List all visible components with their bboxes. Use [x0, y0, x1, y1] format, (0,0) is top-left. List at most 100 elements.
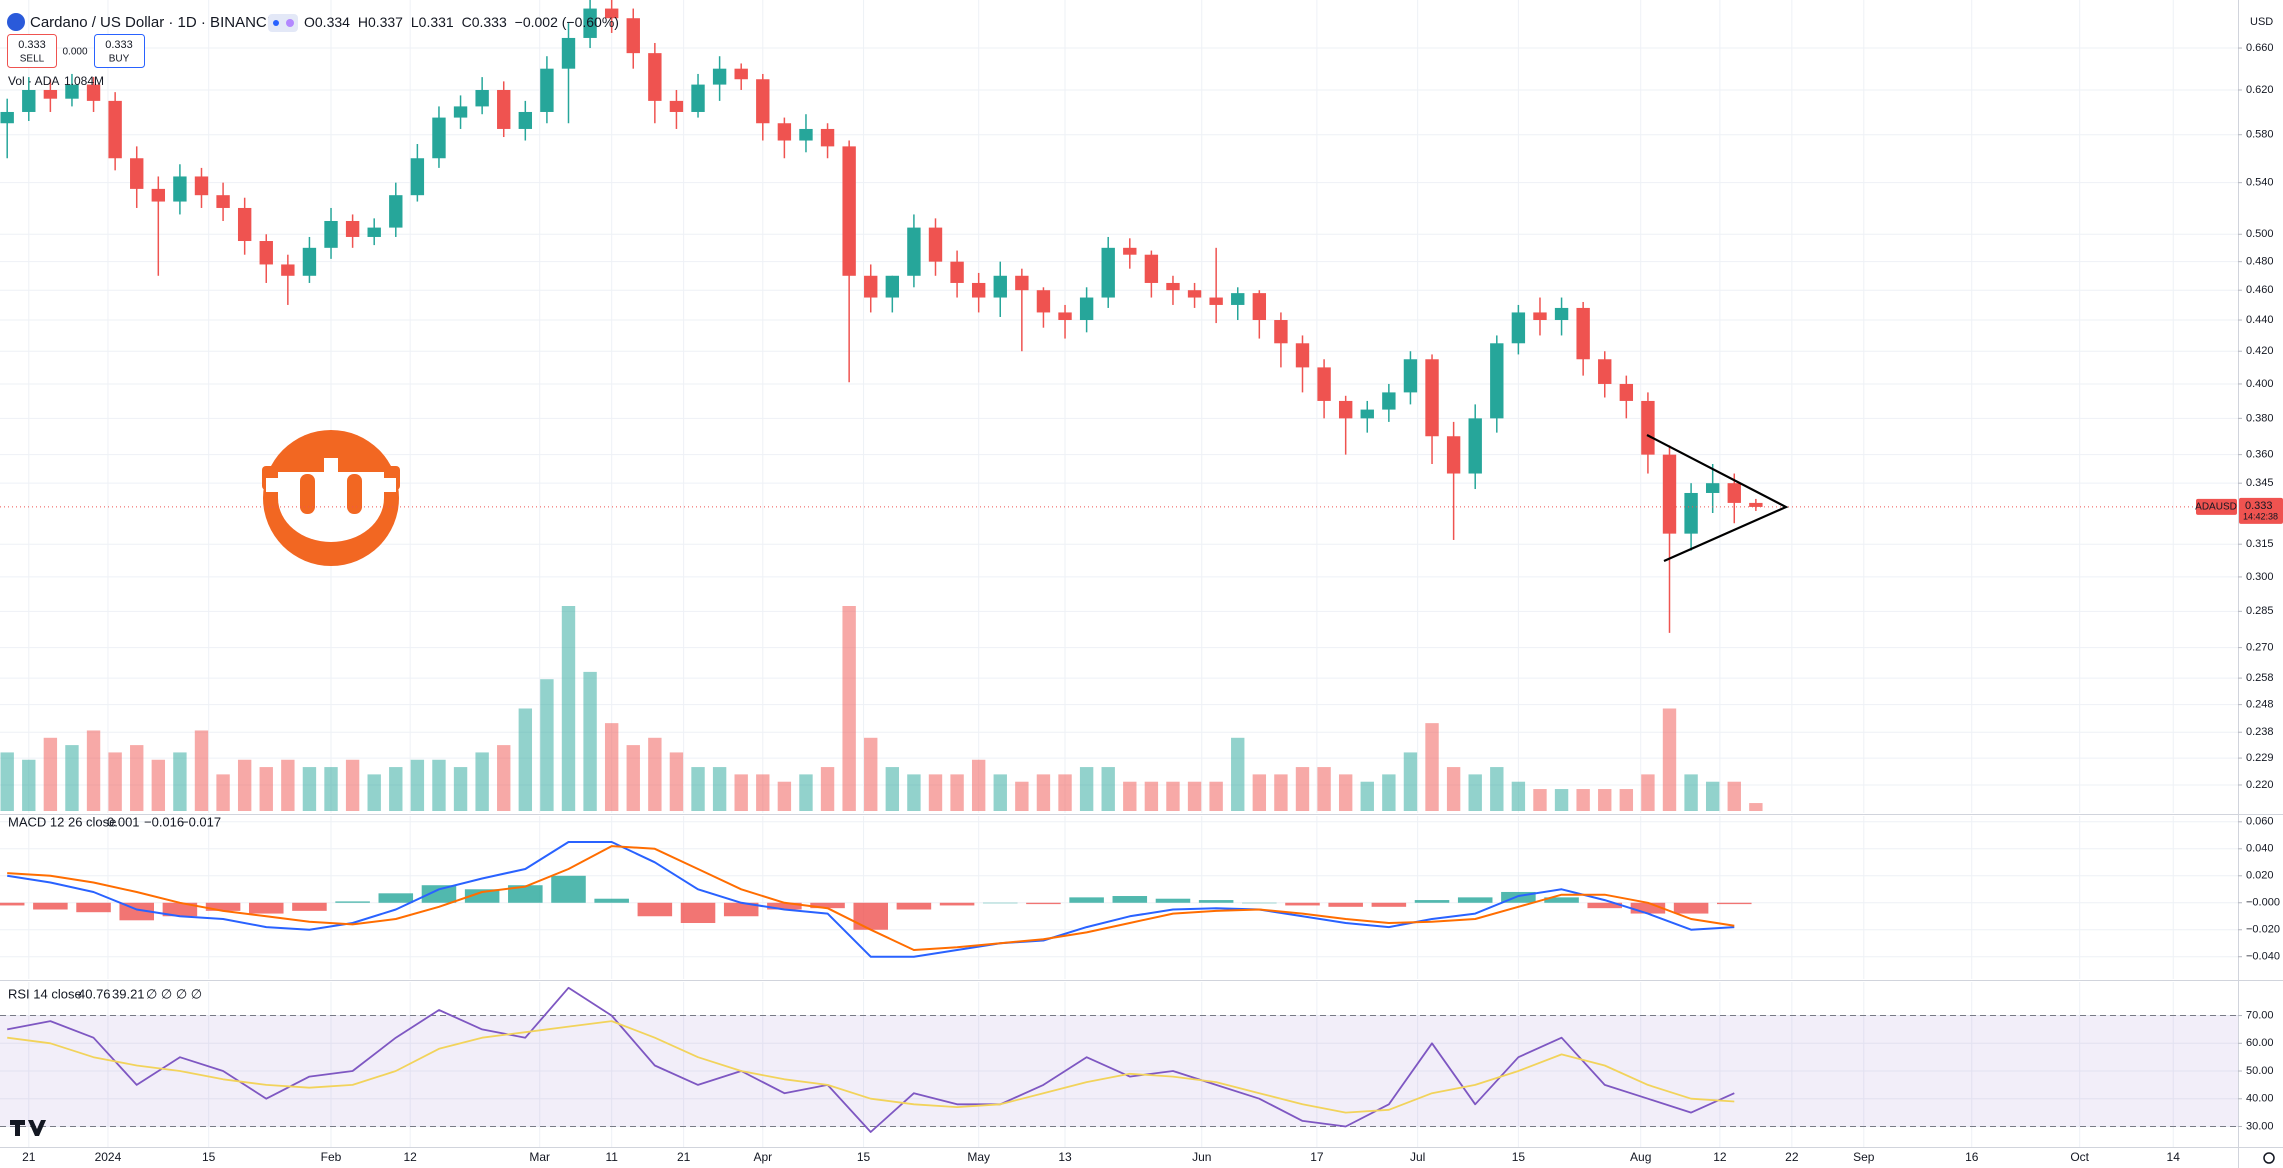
- y-tick-label: −0.020: [2246, 924, 2280, 936]
- candle-body: [907, 227, 921, 276]
- candle-body: [1144, 254, 1159, 283]
- histogram-bar: [680, 902, 716, 924]
- volume-bar: [497, 745, 511, 811]
- candle-body: [216, 195, 230, 208]
- volume-bar: [216, 774, 230, 811]
- y-tick-label: 0.020: [2246, 870, 2274, 882]
- volume-bar: [1468, 774, 1482, 811]
- histogram-bar: [205, 902, 241, 911]
- histogram-bar: [162, 902, 198, 917]
- volume-bar: [1015, 781, 1029, 811]
- volume-bar: [1619, 789, 1634, 811]
- toggle-dot: [273, 20, 279, 26]
- candle-body: [540, 68, 554, 112]
- candle-body: [604, 8, 619, 19]
- candle-body: [777, 123, 792, 141]
- triangle-drawing: [1646, 434, 1789, 563]
- buy-button[interactable]: 0.333 BUY: [94, 34, 145, 68]
- y-tick-label: 0.620: [2246, 84, 2274, 96]
- histogram-bar: [551, 875, 586, 903]
- volume-bar: [842, 606, 856, 811]
- volume-bar: [22, 759, 36, 811]
- candle-body: [1533, 312, 1547, 321]
- histogram-bar: [248, 902, 284, 914]
- y-tick-label: 0.345: [2246, 477, 2274, 489]
- volume-bar: [1598, 789, 1612, 811]
- y-tick-label: 40.00: [2246, 1093, 2274, 1105]
- candle-body: [583, 8, 597, 38]
- candle-body: [497, 89, 511, 129]
- candle-body: [367, 227, 381, 237]
- volume-bar: [1101, 767, 1115, 811]
- sell-label: SELL: [20, 54, 45, 65]
- candle-body: [1468, 418, 1482, 474]
- ohlc-high: H0.337: [358, 14, 403, 30]
- sell-button[interactable]: 0.333 SELL: [7, 34, 57, 68]
- candle-body: [1058, 312, 1072, 321]
- volume-bar: [1360, 781, 1374, 811]
- visibility-toggle[interactable]: [268, 14, 298, 32]
- grid-layer: [0, 0, 2238, 1147]
- logo-slot: [347, 474, 362, 514]
- candle-body: [1576, 307, 1590, 360]
- candle-body: [43, 89, 58, 99]
- volume-bar: [173, 752, 187, 811]
- y-tick-label: 0.460: [2246, 284, 2274, 296]
- volume-bar: [1187, 781, 1202, 811]
- y-tick-label: −0.040: [2246, 951, 2280, 963]
- candle-body: [1490, 343, 1504, 419]
- histogram-bar: [637, 902, 673, 917]
- histogram-bar: [0, 902, 25, 906]
- symbol-tag: [2196, 498, 2237, 515]
- indicator-line: [7, 1020, 1735, 1114]
- rsi-legend-value: 40.76: [78, 986, 111, 1001]
- candle-body: [1705, 483, 1720, 493]
- candle-body: [1187, 290, 1202, 298]
- volume-bar: [1641, 774, 1655, 811]
- histogram-bar: [1457, 897, 1493, 903]
- volume-bar: [1123, 781, 1137, 811]
- histogram-bar: [33, 902, 68, 910]
- histogram-bar: [1630, 902, 1666, 914]
- y-tick-label: −0.000: [2246, 897, 2280, 909]
- macd-legend-macd: −0.016: [144, 814, 184, 829]
- histogram-bar: [1673, 902, 1709, 914]
- symbol-title: Cardano / US Dollar · 1D · BINANCE: [30, 14, 277, 31]
- candle-body: [1360, 409, 1374, 419]
- brand-logo[interactable]: [10, 1120, 46, 1136]
- histogram-bar: [1716, 902, 1752, 905]
- y-tick-label: 0.420: [2246, 345, 2274, 357]
- toggle-background[interactable]: [268, 14, 298, 32]
- candle-body: [1662, 454, 1677, 534]
- y-tick-label: 0.300: [2246, 571, 2274, 583]
- price-tag: [2239, 497, 2283, 524]
- volume-bar: [691, 767, 705, 811]
- price-axis-background: [2238, 0, 2283, 1168]
- candle-body: [1749, 502, 1763, 507]
- candle-body: [22, 89, 36, 112]
- volume-bar: [756, 774, 770, 811]
- candle-body: [1274, 320, 1288, 344]
- x-tick-label: 12: [404, 1150, 418, 1164]
- candle-body: [993, 275, 1007, 298]
- volume-bar: [1705, 781, 1720, 811]
- candle-body: [1015, 275, 1029, 291]
- buy-box[interactable]: [94, 34, 145, 68]
- histogram-bar: [1155, 898, 1191, 903]
- candle-body: [1446, 436, 1461, 474]
- volume-bar: [86, 730, 101, 811]
- candle-body: [1554, 307, 1569, 321]
- rsi-legend-empty: ∅ ∅ ∅ ∅: [146, 986, 202, 1001]
- indicator-line: [7, 841, 1735, 958]
- candle-body: [756, 79, 770, 124]
- rsi-legend-title: RSI 14 close: [8, 986, 82, 1001]
- candle-body: [971, 282, 986, 298]
- histogram-bar: [1026, 902, 1061, 905]
- settings-icon[interactable]: [2263, 1152, 2275, 1164]
- sell-box[interactable]: [7, 34, 57, 68]
- y-tick-label: 0.315: [2246, 538, 2274, 550]
- ohlc-low: L0.331: [411, 14, 454, 30]
- y-tick-label: 0.540: [2246, 177, 2274, 189]
